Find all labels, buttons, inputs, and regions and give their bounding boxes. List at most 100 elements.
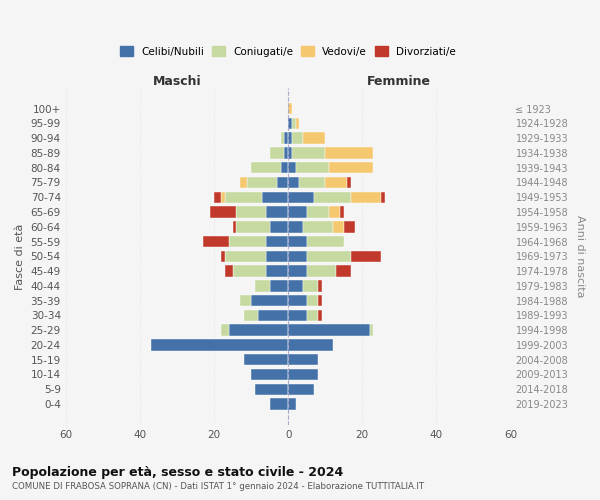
- Bar: [229, 236, 266, 248]
- Bar: [325, 176, 347, 188]
- Bar: [151, 339, 288, 350]
- Bar: [288, 206, 307, 218]
- Bar: [381, 192, 385, 203]
- Y-axis label: Anni di nascita: Anni di nascita: [575, 215, 585, 298]
- Bar: [347, 176, 351, 188]
- Bar: [214, 192, 221, 203]
- Bar: [255, 280, 269, 291]
- Bar: [288, 280, 303, 291]
- Bar: [266, 206, 288, 218]
- Bar: [229, 324, 288, 336]
- Bar: [337, 266, 351, 277]
- Bar: [266, 266, 288, 277]
- Bar: [307, 206, 329, 218]
- Bar: [344, 221, 355, 232]
- Bar: [288, 354, 318, 366]
- Bar: [303, 280, 318, 291]
- Bar: [288, 295, 307, 306]
- Bar: [221, 324, 229, 336]
- Bar: [288, 250, 307, 262]
- Bar: [296, 118, 299, 129]
- Bar: [370, 324, 373, 336]
- Bar: [318, 280, 322, 291]
- Bar: [318, 295, 322, 306]
- Bar: [288, 192, 314, 203]
- Bar: [288, 324, 370, 336]
- Bar: [314, 192, 351, 203]
- Bar: [233, 266, 266, 277]
- Bar: [292, 118, 296, 129]
- Bar: [269, 147, 284, 158]
- Bar: [303, 132, 325, 144]
- Bar: [251, 295, 288, 306]
- Bar: [210, 206, 236, 218]
- Bar: [288, 339, 332, 350]
- Bar: [233, 221, 236, 232]
- Bar: [284, 147, 288, 158]
- Bar: [284, 132, 288, 144]
- Bar: [318, 310, 322, 321]
- Bar: [244, 354, 288, 366]
- Bar: [292, 147, 325, 158]
- Bar: [269, 398, 288, 410]
- Bar: [292, 132, 303, 144]
- Bar: [332, 221, 344, 232]
- Bar: [288, 310, 307, 321]
- Bar: [288, 176, 299, 188]
- Y-axis label: Fasce di età: Fasce di età: [15, 223, 25, 290]
- Bar: [221, 250, 225, 262]
- Bar: [240, 295, 251, 306]
- Bar: [221, 192, 225, 203]
- Text: COMUNE DI FRABOSA SOPRANA (CN) - Dati ISTAT 1° gennaio 2024 - Elaborazione TUTTI: COMUNE DI FRABOSA SOPRANA (CN) - Dati IS…: [12, 482, 424, 491]
- Bar: [269, 280, 288, 291]
- Bar: [329, 206, 340, 218]
- Bar: [240, 176, 247, 188]
- Bar: [281, 132, 284, 144]
- Bar: [288, 132, 292, 144]
- Bar: [281, 162, 288, 173]
- Bar: [288, 103, 292, 115]
- Bar: [288, 147, 292, 158]
- Bar: [277, 176, 288, 188]
- Bar: [259, 310, 288, 321]
- Legend: Celibi/Nubili, Coniugati/e, Vedovi/e, Divorziati/e: Celibi/Nubili, Coniugati/e, Vedovi/e, Di…: [116, 42, 460, 60]
- Bar: [288, 118, 292, 129]
- Bar: [266, 236, 288, 248]
- Bar: [307, 236, 344, 248]
- Bar: [288, 398, 296, 410]
- Bar: [236, 221, 269, 232]
- Bar: [307, 266, 337, 277]
- Text: Femmine: Femmine: [367, 74, 431, 88]
- Bar: [303, 221, 332, 232]
- Bar: [203, 236, 229, 248]
- Bar: [329, 162, 373, 173]
- Bar: [299, 176, 325, 188]
- Bar: [262, 192, 288, 203]
- Bar: [307, 250, 351, 262]
- Bar: [296, 162, 329, 173]
- Bar: [340, 206, 344, 218]
- Text: Popolazione per età, sesso e stato civile - 2024: Popolazione per età, sesso e stato civil…: [12, 466, 343, 479]
- Bar: [288, 266, 307, 277]
- Bar: [288, 236, 307, 248]
- Bar: [307, 295, 318, 306]
- Bar: [351, 192, 381, 203]
- Text: Maschi: Maschi: [152, 74, 201, 88]
- Bar: [269, 221, 288, 232]
- Bar: [244, 310, 259, 321]
- Bar: [351, 250, 381, 262]
- Bar: [288, 162, 296, 173]
- Bar: [251, 162, 281, 173]
- Bar: [266, 250, 288, 262]
- Bar: [307, 310, 318, 321]
- Bar: [236, 206, 266, 218]
- Bar: [288, 368, 318, 380]
- Bar: [288, 221, 303, 232]
- Bar: [251, 368, 288, 380]
- Bar: [225, 192, 262, 203]
- Bar: [325, 147, 373, 158]
- Bar: [255, 384, 288, 395]
- Bar: [225, 266, 233, 277]
- Bar: [225, 250, 266, 262]
- Bar: [288, 384, 314, 395]
